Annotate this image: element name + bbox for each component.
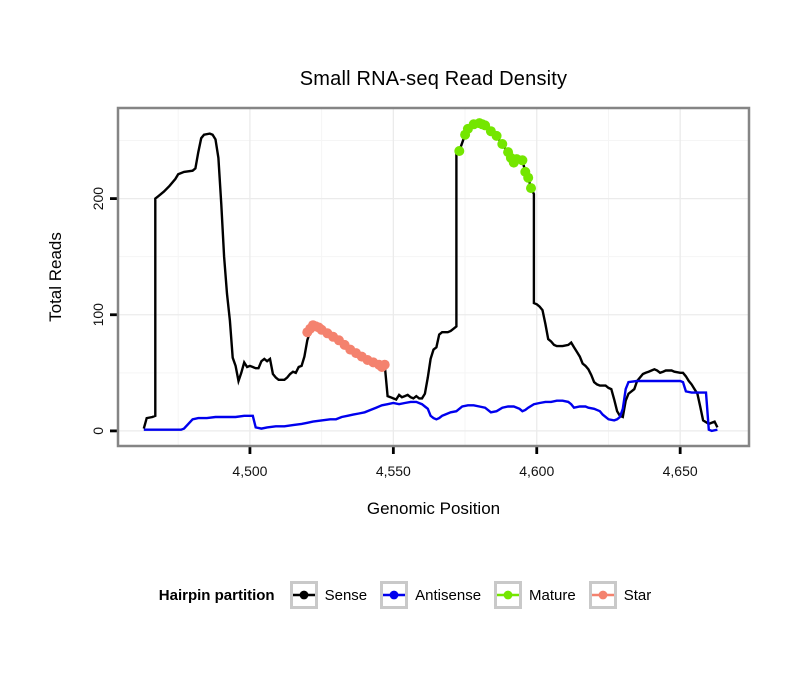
y-tick-label: 0 [90, 427, 106, 435]
panel-border [116, 106, 751, 448]
mature-line-point-icon [494, 581, 523, 609]
y-tick-label: 200 [90, 187, 106, 211]
x-tick-label: 4,500 [232, 463, 267, 479]
star-line-point-icon [588, 581, 617, 609]
antisense-line-point-icon [380, 581, 409, 609]
mature-point [491, 130, 502, 141]
legend-entry-antisense: Antisense [380, 581, 481, 609]
x-axis-title: Genomic Position [366, 499, 501, 518]
star-point [379, 359, 390, 370]
legend-entry-mature: Mature [494, 581, 576, 609]
legend-label-antisense: Antisense [415, 586, 482, 604]
x-tick-label: 4,550 [376, 463, 411, 479]
legend-label-star: Star [623, 586, 652, 604]
chart-title: Small RNA-seq Read Density [299, 68, 568, 90]
plot-panel: 4,500 4,550 4,600 4,650 0 100 200 [90, 106, 751, 479]
mature-point [497, 139, 508, 149]
legend-label-mature: Mature [529, 586, 576, 604]
x-tick-label: 4,650 [663, 463, 698, 479]
x-tick-label: 4,600 [519, 463, 554, 479]
mature-point [454, 146, 465, 156]
legend-entry-star: Star [588, 581, 652, 609]
legend-title: Hairpin partition [158, 586, 275, 604]
mature-point [526, 183, 536, 194]
legend: Hairpin partition Sense Antisense [0, 581, 810, 609]
antisense-line [143, 379, 718, 433]
legend-label-sense: Sense [324, 586, 368, 604]
sense-line [142, 121, 719, 429]
mature-point [517, 155, 528, 166]
mature-point [523, 172, 534, 183]
legend-entry-sense: Sense [289, 581, 368, 609]
panel-background [118, 108, 749, 446]
y-tick-label: 100 [90, 303, 106, 327]
sense-line-point-icon [289, 581, 318, 609]
